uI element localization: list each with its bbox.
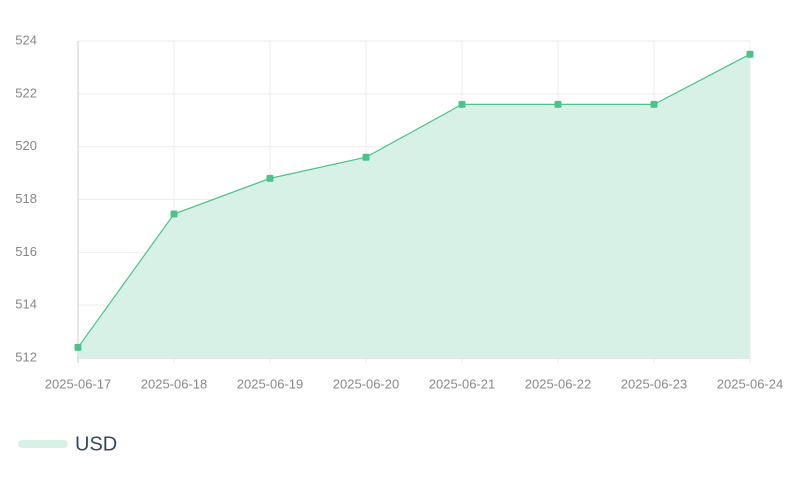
legend-label: USD bbox=[75, 433, 117, 455]
y-tick-label: 516 bbox=[15, 244, 37, 259]
y-tick-label: 522 bbox=[15, 85, 37, 100]
y-tick-label: 512 bbox=[15, 349, 37, 364]
point bbox=[266, 174, 274, 182]
y-tick-label: 514 bbox=[15, 297, 37, 312]
y-tick-label: 518 bbox=[15, 191, 37, 206]
point bbox=[458, 100, 466, 108]
point bbox=[170, 210, 178, 218]
point bbox=[650, 100, 658, 108]
point bbox=[362, 153, 370, 161]
x-tick-label: 2025-06-18 bbox=[141, 376, 208, 391]
area bbox=[78, 54, 750, 358]
point bbox=[746, 50, 754, 58]
line bbox=[77, 53, 751, 348]
x-tick-label: 2025-06-20 bbox=[333, 376, 400, 391]
x-tick-label: 2025-06-21 bbox=[429, 376, 496, 391]
y-tick-label: 524 bbox=[15, 32, 37, 47]
point bbox=[554, 100, 562, 108]
legend-item: USD bbox=[18, 433, 117, 455]
y-tick-label: 520 bbox=[15, 138, 37, 153]
x-tick-label: 2025-06-17 bbox=[45, 376, 112, 391]
x-tick-label: 2025-06-22 bbox=[525, 376, 592, 391]
x-tick-label: 2025-06-23 bbox=[621, 376, 688, 391]
x-tick-label: 2025-06-19 bbox=[237, 376, 304, 391]
x-tick-label: 2025-06-24 bbox=[717, 376, 784, 391]
point bbox=[74, 343, 82, 351]
